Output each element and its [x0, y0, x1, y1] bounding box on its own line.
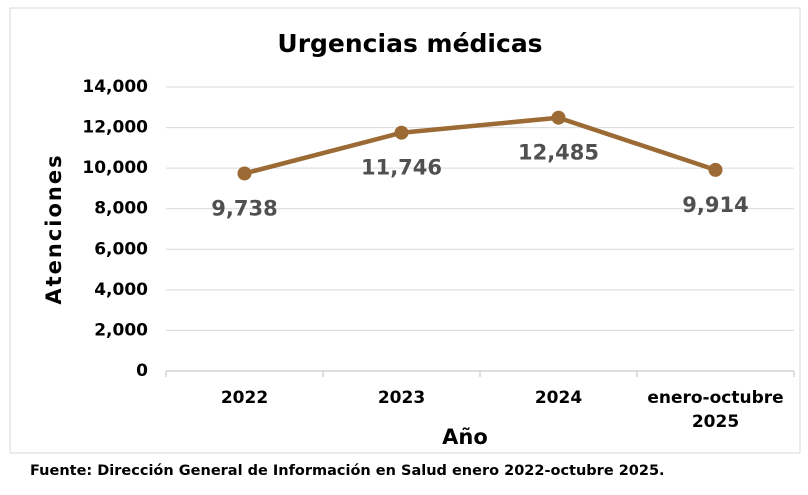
source-note: Fuente: Dirección General de Información… [30, 463, 665, 479]
y-tick-label: 4,000 [94, 280, 148, 300]
data-point [551, 110, 566, 125]
x-tick-label: 2023 [378, 388, 425, 408]
data-point [394, 125, 409, 140]
chart-title: Urgencias médicas [277, 29, 542, 58]
data-label: 9,738 [211, 196, 277, 220]
data-label: 12,485 [518, 141, 599, 165]
y-tick-label: 6,000 [94, 239, 148, 259]
y-axis-title: Atenciones [42, 153, 66, 304]
x-tick-label: 2024 [535, 388, 582, 408]
data-label: 9,914 [682, 193, 748, 217]
x-axis-title: Año [442, 425, 488, 449]
data-point [237, 166, 252, 181]
data-point [708, 162, 723, 177]
x-tick-label: enero-octubre 2025 [647, 388, 783, 432]
y-tick-label: 12,000 [82, 118, 148, 138]
y-tick-label: 2,000 [94, 320, 148, 340]
data-label: 11,746 [361, 156, 442, 180]
y-tick-label: 14,000 [82, 77, 148, 97]
y-tick-label: 10,000 [82, 158, 148, 178]
chart-border [9, 7, 801, 454]
data-line [243, 115, 717, 176]
y-tick-label: 0 [136, 361, 148, 381]
y-tick-label: 8,000 [94, 199, 148, 219]
x-tick-label: 2022 [221, 388, 268, 408]
